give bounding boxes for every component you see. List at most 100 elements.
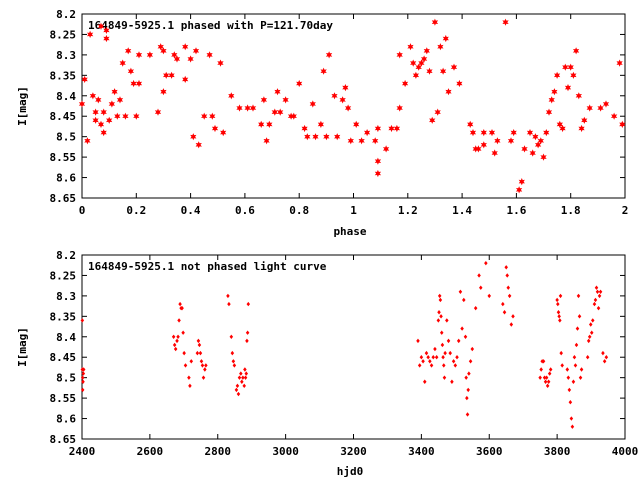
data-point xyxy=(204,363,208,368)
data-point xyxy=(177,318,181,323)
data-point xyxy=(442,375,447,380)
data-point xyxy=(176,334,180,339)
data-point xyxy=(619,120,626,128)
data-point xyxy=(546,379,551,384)
data-point xyxy=(436,318,441,323)
data-point xyxy=(510,129,517,137)
data-point xyxy=(172,342,177,348)
data-point xyxy=(388,124,395,133)
data-point xyxy=(439,330,444,335)
data-point xyxy=(596,305,601,311)
data-point xyxy=(477,273,481,278)
data-point xyxy=(558,293,563,299)
data-point xyxy=(345,104,352,112)
x-tick-label: 1.2 xyxy=(398,204,418,217)
x-axis-label: phase xyxy=(333,225,366,238)
data-point xyxy=(92,116,99,124)
data-point xyxy=(230,350,235,356)
data-point xyxy=(80,375,85,380)
data-point xyxy=(586,104,593,112)
data-point xyxy=(548,367,553,372)
data-point xyxy=(227,301,231,307)
data-point xyxy=(437,293,442,299)
data-point xyxy=(480,141,487,149)
data-point xyxy=(190,133,197,141)
data-point xyxy=(277,108,284,116)
data-point xyxy=(526,129,534,137)
data-point xyxy=(470,346,475,352)
data-point xyxy=(236,391,241,397)
data-point xyxy=(439,314,443,319)
x-tick-label: 1.6 xyxy=(506,204,526,217)
data-point xyxy=(479,285,483,290)
data-point xyxy=(195,350,200,356)
data-point xyxy=(301,124,308,133)
data-point xyxy=(455,355,459,360)
data-point xyxy=(467,120,474,128)
data-point xyxy=(588,322,593,327)
data-point xyxy=(246,301,251,307)
data-point xyxy=(505,273,509,278)
data-point xyxy=(240,379,244,384)
unphased-light-curve-panel: 164849-5925.1 not phased light curve hjd… xyxy=(16,249,638,478)
data-point xyxy=(456,79,463,88)
x-tick-label: 2 xyxy=(622,204,629,217)
data-point xyxy=(234,387,239,393)
data-point xyxy=(537,137,544,145)
data-point xyxy=(566,375,571,380)
data-point xyxy=(402,79,409,88)
x-tick-label: 2600 xyxy=(137,445,164,458)
data-point xyxy=(243,367,247,372)
data-point xyxy=(472,145,479,153)
data-point xyxy=(372,137,379,145)
data-point xyxy=(562,63,569,71)
data-point xyxy=(396,104,403,112)
data-point xyxy=(95,96,102,104)
data-point xyxy=(611,112,618,120)
data-point xyxy=(171,51,178,59)
data-point xyxy=(178,301,182,307)
data-point xyxy=(287,112,295,120)
data-point xyxy=(434,355,439,360)
data-point xyxy=(579,367,584,372)
data-point xyxy=(182,75,189,83)
data-point xyxy=(231,359,236,364)
data-point xyxy=(545,383,550,389)
data-point xyxy=(451,359,456,364)
data-point xyxy=(358,137,365,145)
data-point xyxy=(543,129,550,137)
data-point xyxy=(573,363,578,368)
data-point xyxy=(502,310,507,315)
data-point xyxy=(312,133,319,141)
y-tick-label: 8.6 xyxy=(56,172,76,185)
data-point xyxy=(576,293,581,299)
phased-light-curve-panel: 164849-5925.1 phased with P=121.70day ph… xyxy=(16,8,628,238)
data-point xyxy=(201,375,206,380)
data-point xyxy=(232,363,237,368)
data-point xyxy=(383,145,390,153)
data-point xyxy=(181,330,185,335)
data-point xyxy=(598,289,603,294)
data-point xyxy=(572,355,577,360)
data-point xyxy=(229,334,234,339)
data-point xyxy=(460,326,464,331)
data-point xyxy=(189,359,194,364)
x-tick-label: 4000 xyxy=(612,445,639,458)
data-point xyxy=(106,116,113,124)
data-point xyxy=(543,379,548,384)
data-point xyxy=(602,359,607,364)
y-tick-label: 8.5 xyxy=(56,372,76,385)
x-axis-label: hjd0 xyxy=(337,465,364,478)
data-point xyxy=(491,149,498,157)
data-point xyxy=(114,112,121,120)
y-tick-label: 8.25 xyxy=(50,269,77,282)
data-point xyxy=(616,59,623,67)
data-point xyxy=(100,108,107,116)
data-point xyxy=(245,338,249,344)
data-point xyxy=(244,104,251,112)
data-point xyxy=(431,18,439,26)
data-point xyxy=(571,379,576,384)
data-point xyxy=(518,178,525,186)
data-point xyxy=(507,137,515,145)
